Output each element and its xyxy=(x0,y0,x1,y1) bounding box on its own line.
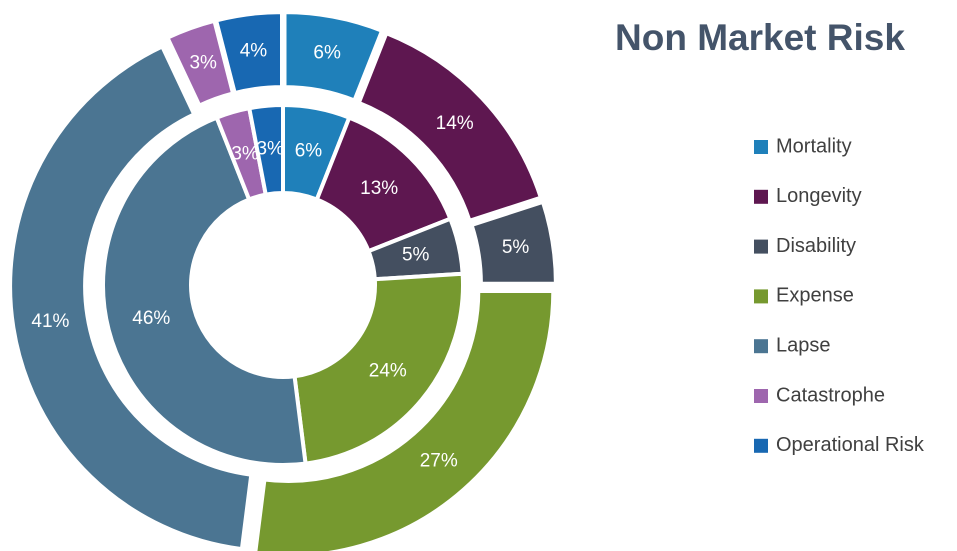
data-label: 27% xyxy=(420,451,458,472)
legend-label: Operational Risk xyxy=(776,434,925,456)
legend-label: Catastrophe xyxy=(776,384,885,406)
data-label: 5% xyxy=(402,244,430,265)
donut-slice xyxy=(213,10,284,96)
donut-slice xyxy=(101,115,308,467)
data-label: 6% xyxy=(295,140,323,161)
data-label: 13% xyxy=(360,178,398,199)
legend-swatch xyxy=(754,389,768,403)
donut-slice xyxy=(253,289,556,551)
data-label: 4% xyxy=(240,40,268,61)
data-label: 24% xyxy=(369,361,407,382)
data-label: 6% xyxy=(313,43,341,64)
legend-swatch xyxy=(754,239,768,254)
donut-slice xyxy=(246,102,285,197)
donut-slice xyxy=(292,271,465,466)
legend-label: Lapse xyxy=(776,334,831,356)
legend-swatch xyxy=(754,289,768,304)
legend-label: Longevity xyxy=(776,185,862,207)
data-label: 46% xyxy=(132,308,170,329)
data-label: 3% xyxy=(256,139,284,160)
donut-slice xyxy=(469,199,558,286)
legend-label: Mortality xyxy=(776,135,852,157)
legend-swatch xyxy=(754,438,768,453)
legend-label: Expense xyxy=(776,285,854,307)
donut-slice xyxy=(356,30,544,224)
data-label: 14% xyxy=(436,113,474,134)
legend-swatch xyxy=(754,189,768,204)
legend-swatch xyxy=(754,339,768,354)
data-label: 41% xyxy=(31,311,69,332)
data-label: 3% xyxy=(231,143,259,164)
data-label: 3% xyxy=(189,52,217,73)
donut-slice xyxy=(282,10,385,104)
donut-slice xyxy=(8,43,254,551)
legend-label: Disability xyxy=(776,235,856,257)
chart-title: Non Market Risk xyxy=(615,17,905,58)
data-label: 5% xyxy=(502,237,530,258)
legend-swatch xyxy=(754,140,768,154)
